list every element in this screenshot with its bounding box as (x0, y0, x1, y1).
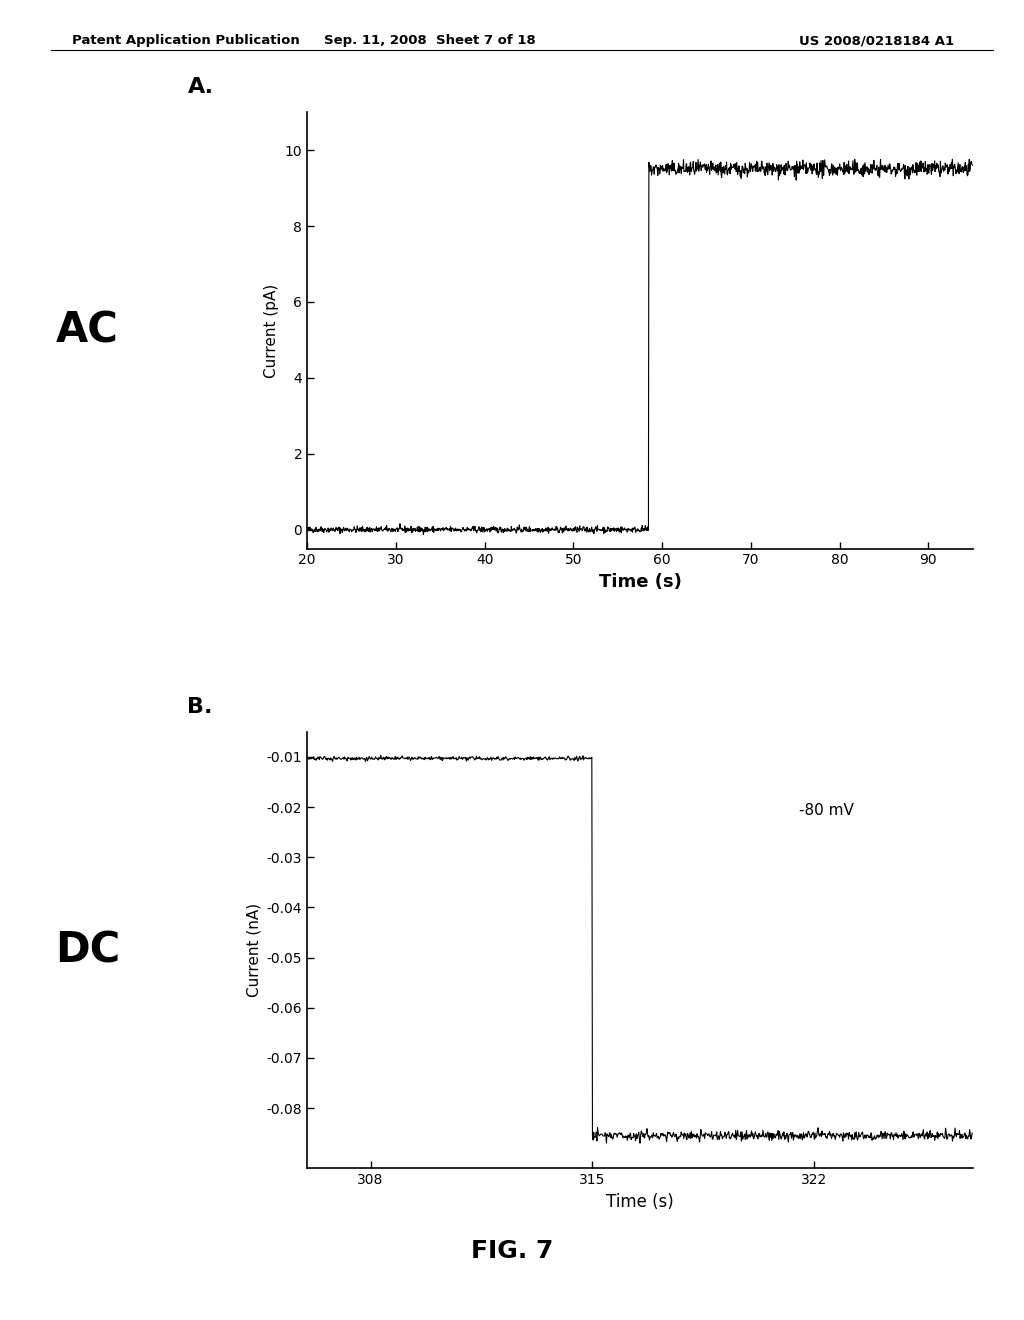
Text: Sep. 11, 2008  Sheet 7 of 18: Sep. 11, 2008 Sheet 7 of 18 (325, 34, 536, 48)
Y-axis label: Current (nA): Current (nA) (246, 903, 261, 997)
Text: DC: DC (55, 929, 120, 972)
Text: A.: A. (187, 78, 213, 98)
Text: B.: B. (187, 697, 213, 717)
Text: AC: AC (56, 309, 119, 351)
Text: US 2008/0218184 A1: US 2008/0218184 A1 (799, 34, 953, 48)
Text: -80 mV: -80 mV (799, 803, 854, 818)
X-axis label: Time (s): Time (s) (599, 573, 681, 591)
Text: FIG. 7: FIG. 7 (471, 1239, 553, 1263)
Text: Patent Application Publication: Patent Application Publication (72, 34, 299, 48)
X-axis label: Time (s): Time (s) (606, 1192, 674, 1210)
Y-axis label: Current (pA): Current (pA) (264, 284, 280, 378)
